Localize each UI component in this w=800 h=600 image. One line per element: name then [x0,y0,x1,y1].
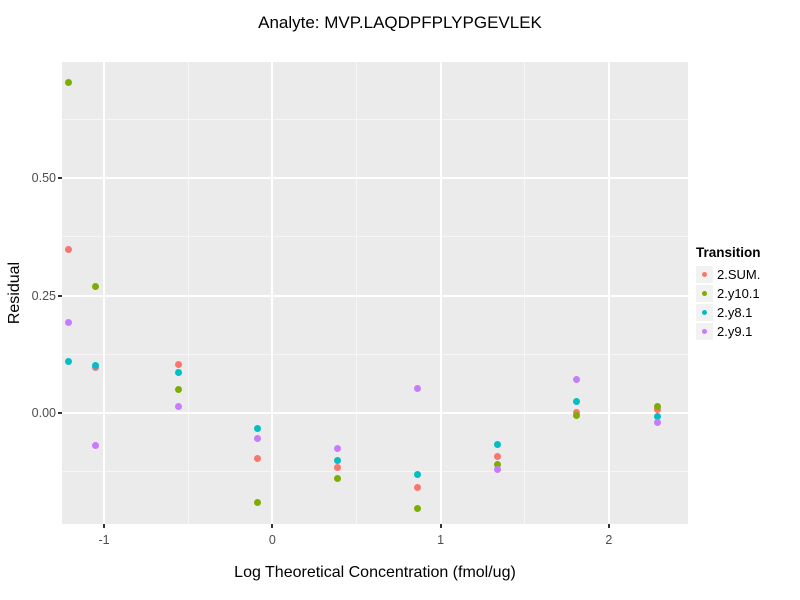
x-major-gridline [271,62,274,524]
y-major-gridline [62,294,688,297]
data-point-2.y8.1 [654,413,662,421]
data-point-2.y9.1 [253,435,261,443]
y-tick-mark [58,294,62,297]
y-major-gridline [62,177,688,180]
data-point-2.y10.1 [334,475,342,483]
legend-item: 2.y8.1 [696,303,761,322]
legend-item: 2.y9.1 [696,322,761,341]
data-point-2.SUM. [65,246,73,254]
legend-dot-icon [702,272,707,277]
y-minor-gridline [62,471,688,473]
chart-title: Analyte: MVP.LAQDPFPLYPGEVLEK [258,13,542,32]
data-point-2.y8.1 [494,440,502,448]
data-point-2.y8.1 [253,425,261,433]
data-point-2.y9.1 [92,441,100,449]
data-point-2.y9.1 [573,375,581,383]
data-point-2.y8.1 [573,397,581,405]
legend-key [696,304,713,321]
data-point-2.y10.1 [573,412,581,420]
legend-dot-icon [702,291,707,296]
legend-item-label: 2.y9.1 [717,324,753,339]
data-point-2.y9.1 [654,418,662,426]
x-tick-mark [271,524,274,528]
y-major-gridline [62,412,688,415]
x-major-gridline [103,62,106,524]
data-point-2.SUM. [253,455,261,463]
x-axis-label: Log Theoretical Concentration (fmol/ug) [234,564,516,581]
legend-item-label: 2.y10.1 [717,286,760,301]
legend-item-label: 2.y8.1 [717,305,753,320]
data-point-2.y9.1 [65,318,73,326]
data-point-2.SUM. [174,360,182,368]
data-point-2.y10.1 [413,504,421,512]
x-major-gridline [439,62,442,524]
data-point-2.SUM. [494,453,502,461]
x-tick-label: -1 [98,533,110,547]
x-tick-mark [607,524,610,528]
plot-panel [62,62,688,524]
data-point-2.SUM. [413,483,421,491]
x-minor-gridline [355,62,357,524]
y-minor-gridline [62,236,688,238]
data-point-2.y8.1 [92,361,100,369]
x-tick-mark [439,524,442,528]
data-point-2.y9.1 [334,444,342,452]
x-tick-label: 0 [268,533,276,547]
data-point-2.y9.1 [413,385,421,393]
data-point-2.y8.1 [65,358,73,366]
x-tick-mark [103,524,106,528]
legend-item-label: 2.SUM. [717,267,761,282]
y-tick-mark [58,412,62,415]
y-tick-label: 0.00 [31,406,56,421]
x-minor-gridline [524,62,526,524]
y-tick-label: 0.25 [31,288,56,303]
x-minor-gridline [187,62,189,524]
legend-item: 2.y10.1 [696,284,761,303]
data-point-2.y8.1 [334,456,342,464]
legend: Transition 2.SUM. 2.y10.1 2.y8.1 2.y9.1 [696,245,761,341]
data-point-2.y10.1 [65,78,73,86]
legend-item: 2.SUM. [696,265,761,284]
x-tick-label: 1 [437,533,445,547]
x-major-gridline [607,62,610,524]
data-point-2.y10.1 [174,385,182,393]
y-tick-mark [58,177,62,180]
data-point-2.y10.1 [253,499,261,507]
data-point-2.y8.1 [174,368,182,376]
x-tick-label: 2 [605,533,613,547]
legend-key [696,266,713,283]
legend-key [696,323,713,340]
data-point-2.SUM. [334,464,342,472]
legend-key [696,285,713,302]
data-point-2.y10.1 [494,460,502,468]
y-minor-gridline [62,118,688,120]
y-minor-gridline [62,353,688,355]
y-tick-label: 0.50 [31,171,56,186]
data-point-2.y10.1 [92,283,100,291]
legend-dot-icon [702,310,707,315]
legend-dot-icon [702,329,707,334]
data-point-2.y10.1 [654,402,662,410]
data-point-2.y8.1 [413,470,421,478]
data-point-2.y9.1 [174,403,182,411]
legend-title: Transition [696,245,761,260]
data-point-2.y9.1 [494,466,502,474]
